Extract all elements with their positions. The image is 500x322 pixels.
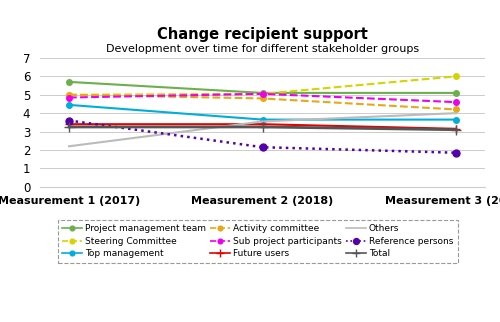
Legend: Project management team, Steering Committee, Top management, Activity committee,: Project management team, Steering Commit… bbox=[58, 220, 458, 263]
Title: Change recipient support: Change recipient support bbox=[157, 26, 368, 42]
Text: Development over time for different stakeholder groups: Development over time for different stak… bbox=[106, 44, 419, 54]
